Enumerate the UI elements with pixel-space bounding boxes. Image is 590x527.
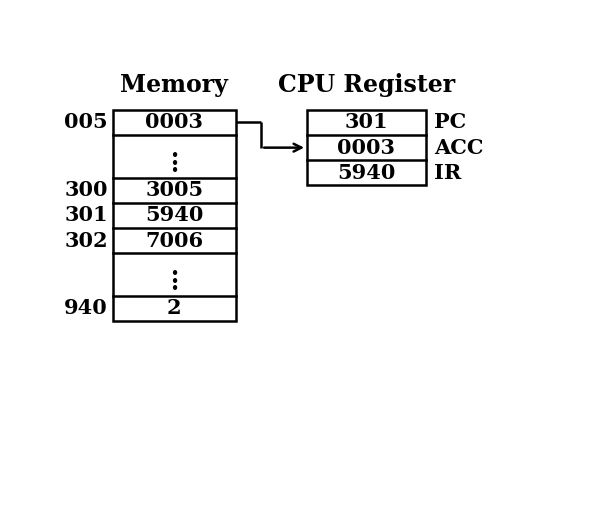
Text: 302: 302 (64, 231, 108, 250)
Bar (307, 110, 426, 186)
Text: .: . (171, 271, 178, 296)
Text: 301: 301 (64, 206, 108, 226)
Text: 005: 005 (64, 112, 108, 132)
Text: 3005: 3005 (145, 180, 204, 200)
Text: .: . (171, 145, 178, 170)
Text: 7006: 7006 (145, 231, 204, 250)
Bar (113, 110, 236, 321)
Text: 0003: 0003 (337, 138, 395, 158)
Text: .: . (171, 256, 178, 280)
Text: IR: IR (434, 163, 461, 183)
Text: 2: 2 (167, 298, 182, 318)
Text: CPU Register: CPU Register (278, 73, 455, 97)
Text: 0003: 0003 (145, 112, 204, 132)
Text: ACC: ACC (434, 138, 484, 158)
Text: 5940: 5940 (145, 206, 204, 226)
Text: .: . (171, 264, 178, 288)
Text: .: . (171, 138, 178, 162)
Text: PC: PC (434, 112, 466, 132)
Text: 5940: 5940 (337, 163, 395, 183)
Text: 300: 300 (64, 180, 108, 200)
Text: 301: 301 (345, 112, 388, 132)
Text: 940: 940 (64, 298, 108, 318)
Text: .: . (171, 153, 178, 177)
Text: Memory: Memory (120, 73, 228, 97)
